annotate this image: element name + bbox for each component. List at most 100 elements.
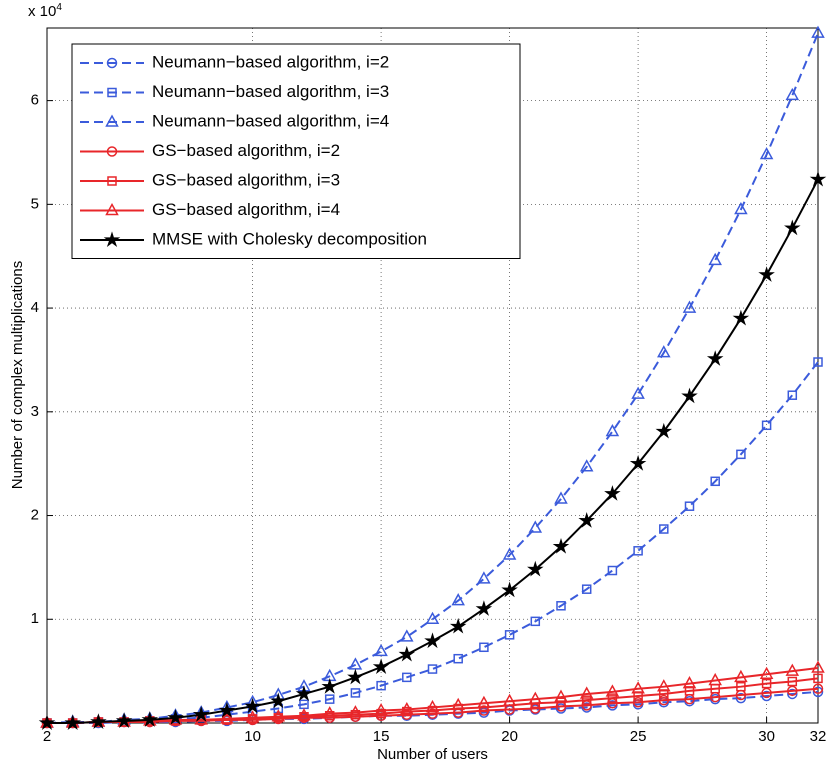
data-point bbox=[477, 571, 491, 584]
x-tick-label: 20 bbox=[501, 728, 518, 745]
data-point bbox=[682, 676, 697, 689]
y-tick-label: 3 bbox=[31, 403, 39, 420]
data-point bbox=[758, 266, 775, 282]
data-point bbox=[350, 688, 361, 698]
data-point bbox=[479, 642, 489, 653]
y-tick-label: 2 bbox=[31, 507, 39, 524]
legend-box bbox=[71, 43, 521, 259]
data-point bbox=[684, 501, 695, 511]
data-point bbox=[451, 593, 465, 606]
data-point bbox=[425, 611, 440, 625]
data-point bbox=[813, 673, 823, 684]
legend-label: Neumann−based algorithm, i=4 bbox=[152, 111, 389, 130]
y-axis-label: Number of complex multiplications bbox=[9, 261, 26, 489]
data-point bbox=[706, 350, 724, 366]
data-point bbox=[735, 692, 747, 704]
data-point bbox=[809, 170, 827, 187]
data-point bbox=[528, 691, 543, 704]
data-point bbox=[322, 706, 337, 719]
data-point bbox=[347, 668, 364, 685]
data-point bbox=[655, 422, 673, 439]
data-point bbox=[657, 679, 671, 692]
data-point bbox=[787, 676, 798, 687]
x-tick-label: 10 bbox=[244, 728, 261, 745]
legend-marker bbox=[103, 231, 121, 248]
data-point bbox=[811, 660, 825, 673]
data-point bbox=[784, 219, 801, 236]
data-point bbox=[812, 683, 824, 695]
data-point bbox=[761, 420, 772, 431]
data-point bbox=[812, 686, 824, 698]
data-point bbox=[681, 387, 698, 404]
data-point bbox=[530, 616, 541, 627]
y-tick-label: 4 bbox=[31, 299, 39, 316]
data-point bbox=[477, 695, 491, 709]
legend-marker bbox=[106, 57, 118, 69]
data-point bbox=[501, 581, 518, 598]
data-point bbox=[218, 701, 236, 718]
data-point bbox=[449, 617, 467, 634]
y-tick-label: 1 bbox=[31, 610, 39, 627]
x-tick-label: 15 bbox=[373, 728, 390, 745]
legend-marker bbox=[106, 146, 118, 157]
data-point bbox=[787, 685, 798, 697]
data-point bbox=[424, 632, 441, 649]
x-axis-label: Number of users bbox=[377, 746, 488, 763]
data-point bbox=[324, 694, 335, 704]
data-point bbox=[372, 658, 390, 675]
data-point bbox=[295, 685, 313, 701]
data-point bbox=[761, 687, 772, 699]
data-point bbox=[734, 201, 748, 215]
data-point bbox=[245, 710, 260, 723]
data-point bbox=[604, 485, 621, 501]
data-point bbox=[785, 87, 800, 101]
data-point bbox=[657, 345, 671, 358]
data-point bbox=[787, 390, 798, 400]
data-point bbox=[273, 703, 284, 714]
data-point bbox=[167, 709, 184, 725]
data-point bbox=[554, 491, 568, 504]
data-point bbox=[374, 702, 388, 716]
data-point bbox=[761, 690, 772, 702]
data-point bbox=[659, 524, 669, 534]
data-point bbox=[400, 701, 414, 715]
data-point bbox=[710, 476, 720, 487]
data-point bbox=[425, 699, 440, 713]
data-point bbox=[504, 630, 515, 640]
multiplier-exponent: 4 bbox=[56, 2, 62, 13]
data-point bbox=[141, 711, 159, 727]
data-point bbox=[556, 697, 566, 708]
data-point bbox=[427, 664, 438, 674]
data-point bbox=[759, 146, 774, 160]
data-point bbox=[554, 689, 568, 702]
legend-label: GS−based algorithm, i=2 bbox=[152, 141, 340, 160]
data-point bbox=[736, 449, 746, 460]
data-point bbox=[813, 357, 823, 367]
legend-marker bbox=[105, 202, 119, 216]
data-point bbox=[115, 712, 133, 728]
x-tick-label: 2 bbox=[43, 728, 51, 745]
data-point bbox=[400, 629, 414, 642]
data-point bbox=[528, 520, 543, 533]
data-point bbox=[682, 300, 697, 313]
data-point bbox=[629, 454, 647, 471]
legend-label: MMSE with Cholesky decomposition bbox=[152, 229, 427, 248]
data-point bbox=[732, 309, 750, 326]
data-point bbox=[90, 713, 107, 729]
data-point bbox=[785, 663, 800, 676]
data-point bbox=[579, 459, 594, 472]
data-point bbox=[220, 711, 234, 724]
data-point bbox=[607, 693, 618, 703]
data-point bbox=[271, 709, 286, 722]
data-point bbox=[581, 695, 592, 705]
data-point bbox=[631, 386, 645, 399]
data-point bbox=[578, 512, 595, 528]
data-point bbox=[632, 697, 644, 708]
data-point bbox=[605, 423, 620, 437]
data-point bbox=[376, 680, 386, 691]
data-point bbox=[297, 708, 311, 721]
multiplier-base: x 10 bbox=[28, 3, 56, 20]
data-point bbox=[552, 537, 570, 554]
data-point bbox=[556, 601, 566, 611]
